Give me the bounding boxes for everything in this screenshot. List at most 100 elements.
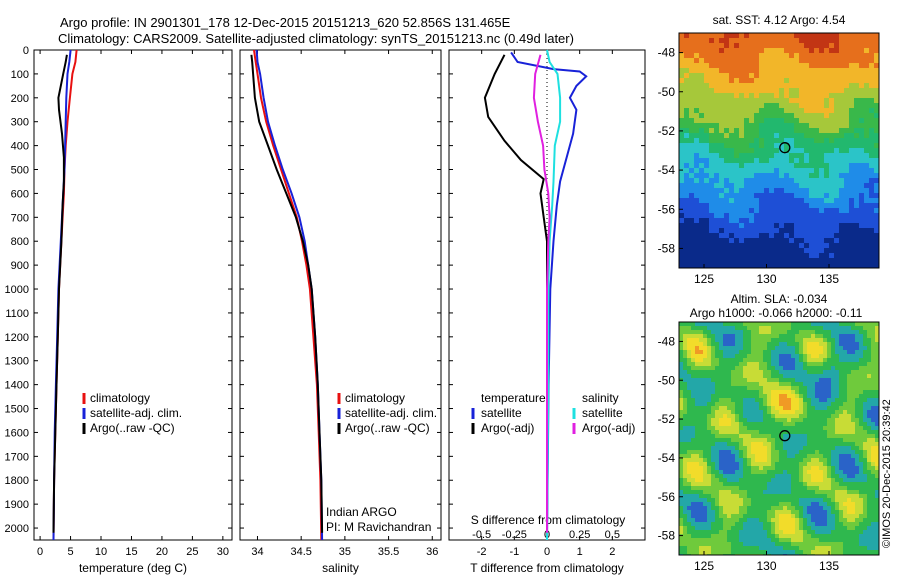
map-cell bbox=[814, 113, 820, 119]
map-cell bbox=[684, 193, 690, 199]
map-cell bbox=[855, 490, 860, 495]
map-cell bbox=[695, 394, 700, 399]
map-cell bbox=[815, 406, 820, 411]
map-cell bbox=[759, 113, 765, 119]
map-cell bbox=[834, 228, 840, 234]
map-cell bbox=[694, 253, 700, 259]
map-cell bbox=[799, 538, 804, 543]
map-cell bbox=[831, 486, 836, 491]
map-cell bbox=[784, 98, 790, 104]
map-cell bbox=[769, 158, 775, 164]
map-cell bbox=[679, 163, 685, 169]
map-cell bbox=[823, 434, 828, 439]
map-cell bbox=[724, 173, 730, 179]
map-cell bbox=[791, 518, 796, 523]
map-cell bbox=[723, 346, 728, 351]
map-cell bbox=[743, 438, 748, 443]
map-cell bbox=[819, 58, 825, 64]
map-cell bbox=[731, 422, 736, 427]
map-cell bbox=[755, 462, 760, 467]
map-cell bbox=[864, 143, 870, 149]
map-cell bbox=[779, 402, 784, 407]
map-cell bbox=[804, 258, 810, 264]
map-cell bbox=[779, 482, 784, 487]
map-cell bbox=[707, 422, 712, 427]
map-cell bbox=[763, 406, 768, 411]
map-cell bbox=[829, 168, 835, 174]
map-cell bbox=[855, 354, 860, 359]
map-cell bbox=[744, 133, 750, 139]
map-cell bbox=[849, 88, 855, 94]
map-cell bbox=[739, 370, 744, 375]
map-cell bbox=[803, 490, 808, 495]
map-cell bbox=[874, 168, 880, 174]
map-cell bbox=[859, 394, 864, 399]
map-cell bbox=[699, 506, 704, 511]
map-cell bbox=[854, 188, 860, 194]
map-cell bbox=[847, 538, 852, 543]
map-cell bbox=[744, 258, 750, 264]
map-cell bbox=[789, 153, 795, 159]
map-cell bbox=[751, 490, 756, 495]
map-cell bbox=[751, 494, 756, 499]
map-cell bbox=[794, 98, 800, 104]
map-cell bbox=[783, 538, 788, 543]
map-cell bbox=[859, 138, 865, 144]
map-cell bbox=[744, 118, 750, 124]
map-cell bbox=[735, 366, 740, 371]
map-cell bbox=[734, 188, 740, 194]
map-cell bbox=[824, 53, 830, 59]
map-cell bbox=[867, 486, 872, 491]
map-cell bbox=[799, 228, 805, 234]
map-cell bbox=[867, 450, 872, 455]
map-cell bbox=[819, 470, 824, 475]
map-cell bbox=[763, 342, 768, 347]
map-cell bbox=[829, 158, 835, 164]
map-cell bbox=[823, 406, 828, 411]
map-cell bbox=[727, 470, 732, 475]
map-cell bbox=[859, 108, 865, 114]
map-cell bbox=[683, 446, 688, 451]
map-cell bbox=[699, 522, 704, 527]
map-cell bbox=[859, 326, 864, 331]
map-cell bbox=[819, 188, 825, 194]
map-cell bbox=[864, 213, 870, 219]
map-cell bbox=[754, 203, 760, 209]
map-cell bbox=[859, 123, 865, 129]
map-cell bbox=[867, 494, 872, 499]
map-cell bbox=[747, 374, 752, 379]
map-cell bbox=[854, 253, 860, 259]
map-cell bbox=[771, 370, 776, 375]
map-cell bbox=[827, 486, 832, 491]
map-cell bbox=[807, 446, 812, 451]
map-cell bbox=[864, 63, 870, 69]
map-cell bbox=[714, 133, 720, 139]
map-cell bbox=[863, 486, 868, 491]
map-cell bbox=[694, 63, 700, 69]
map-cell bbox=[794, 138, 800, 144]
map-cell bbox=[827, 526, 832, 531]
map-cell bbox=[799, 73, 805, 79]
map-cell bbox=[743, 422, 748, 427]
map-cell bbox=[795, 430, 800, 435]
map-cell bbox=[763, 358, 768, 363]
map-cell bbox=[764, 193, 770, 199]
map-cell bbox=[699, 410, 704, 415]
map-cell bbox=[811, 422, 816, 427]
map-cell bbox=[815, 438, 820, 443]
map-cell bbox=[799, 450, 804, 455]
temperature-panel: 0100200300400500600700800900100011001200… bbox=[5, 45, 233, 575]
map-cell bbox=[695, 522, 700, 527]
map-cell bbox=[787, 470, 792, 475]
map-cell bbox=[709, 98, 715, 104]
series-line-temperature-satellite bbox=[510, 51, 588, 541]
map-cell bbox=[811, 462, 816, 467]
map-cell bbox=[739, 502, 744, 507]
map-cell bbox=[707, 390, 712, 395]
map-cell bbox=[803, 382, 808, 387]
map-cell bbox=[835, 418, 840, 423]
map-cell bbox=[819, 398, 824, 403]
map-cell bbox=[771, 418, 776, 423]
map-cell bbox=[851, 538, 856, 543]
map-cell bbox=[791, 334, 796, 339]
